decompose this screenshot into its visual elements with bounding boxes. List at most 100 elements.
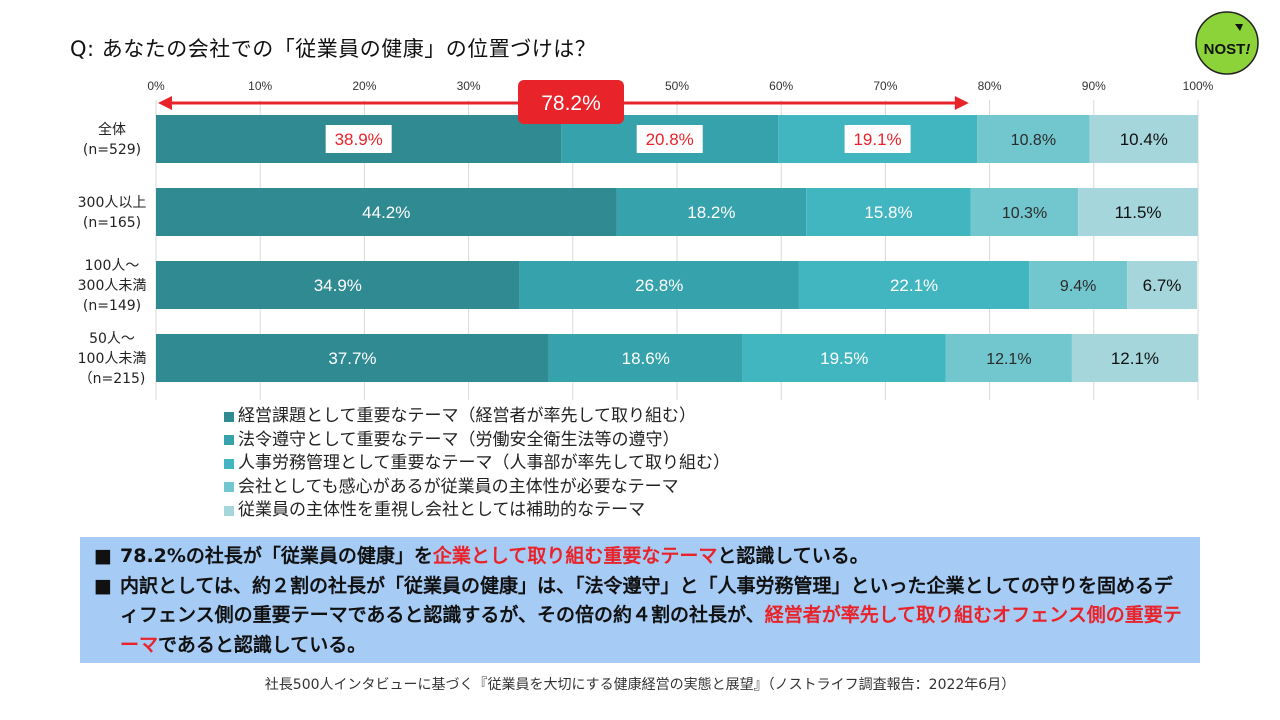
data-label: 11.5% [1115,203,1162,222]
legend-swatch [224,458,234,469]
bullet-mark: ■ [94,545,112,567]
highlighted-text: 企業として取り組む重要なテーマ [432,545,718,567]
category-label: （n=215) [79,371,146,387]
data-label: 37.7% [328,349,376,368]
summary-bullet: ■ 内訳としては、約２割の社長が「従業員の健康」は、「法令遵守」と「人事労務管理」… [94,572,1186,661]
data-label: 10.3% [1002,205,1047,222]
legend-label: 人事労務管理として重要なテーマ（人事部が率先して取り組む） [238,453,730,473]
x-tick-label: 50% [665,79,689,93]
source-footer: 社長500人インタビューに基づく『従業員を大切にする健康経営の実態と展望』（ノス… [264,677,1016,693]
data-label: 6.7% [1143,276,1182,295]
data-label: 26.8% [635,276,683,295]
data-label-box [844,125,911,153]
highlighted-text: 経営者が率先して取り組むオフェンス側の重要テーマ [120,604,1182,656]
data-label: 19.5% [820,349,868,368]
data-label: 19.1% [853,130,901,149]
data-label-box [325,125,392,153]
legend-swatch [224,482,234,493]
x-tick-label: 80% [978,79,1002,93]
legend-label: 経営課題として重要なテーマ（経営者が率先して取り組む） [238,406,696,426]
summary-text: 78.2%の社長が「従業員の健康」を [120,545,433,567]
summary-bullet: ■ 78.2%の社長が「従業員の健康」を企業として取り組む重要なテーマと認識してい… [94,542,1186,572]
x-tick-label: 30% [457,79,481,93]
bar-segment [1127,261,1197,309]
play-triangle-icon [1235,24,1243,31]
bar-segment [806,188,971,236]
summary-text: であると認識している。 [158,633,367,656]
bar-segment [1089,115,1198,163]
bar-segment [798,261,1030,309]
bar-segment [1071,334,1198,382]
bar-segment [616,188,807,236]
category-label: 100人未満 [78,351,147,367]
legend-label: 会社としても感心があるが従業員の主体性が必要なテーマ [238,476,679,497]
data-label: 20.8% [646,130,694,149]
legend-item: 人事労務管理として重要なテーマ（人事部が率先して取り組む） [224,452,730,476]
x-tick-label: 90% [1082,79,1106,93]
bar-segment [156,334,549,382]
x-tick-label: 100% [1183,79,1214,93]
category-label: 50人～ [89,331,135,347]
data-label: 18.6% [622,349,670,368]
category-label: (n=149) [83,298,141,314]
data-label: 10.4% [1120,130,1168,149]
bar-segment [548,334,743,382]
x-tick-label: 60% [769,79,793,93]
data-label: 38.9% [335,130,383,149]
legend-swatch [224,435,234,446]
x-tick-label: 20% [352,79,376,93]
legend-item: 会社としても感心があるが従業員の主体性が必要なテーマ [224,476,730,500]
chart-legend: 経営課題として重要なテーマ（経営者が率先して取り組む） 法令遵守として重要なテーマ… [224,405,730,523]
category-label: (n=529) [83,142,141,158]
data-label: 18.2% [687,203,735,222]
category-label: 100人～ [85,258,140,274]
data-label: 10.8% [1011,132,1056,149]
data-label: 22.1% [890,276,938,295]
legend-item: 従業員の主体性を重視し会社としては補助的なテーマ [224,499,730,523]
page-title: Q: あなたの会社での「従業員の健康」の位置づけは？ [70,37,597,61]
legend-label: 従業員の主体性を重視し会社としては補助的なテーマ [238,500,646,520]
legend-swatch [224,505,234,516]
category-label: 全体 [98,121,126,138]
bar-segment [1029,261,1128,309]
bar-segment [156,261,520,309]
stacked-bar-chart: 0%10%20%30%40%50%60%70%80%90%100%全体(n=52… [78,79,1214,400]
bar-segment [519,261,799,309]
legend-item: 法令遵守として重要なテーマ（労働安全衛生法等の遵守） [224,429,730,453]
data-label: 12.1% [1111,349,1159,368]
category-label: (n=165) [83,215,141,231]
summary-box: ■ 78.2%の社長が「従業員の健康」を企業として取り組む重要なテーマと認識してい… [80,537,1200,663]
bullet-text: 78.2%の社長が「従業員の健康」を企業として取り組む重要なテーマと認識している… [120,542,1186,572]
data-label-box [636,125,703,153]
legend-swatch [224,411,234,422]
bar-segment [1078,188,1198,236]
category-label: 300人未満 [78,278,147,294]
category-label: 300人以上 [78,195,147,211]
annotation-arrow-head-left [158,96,172,110]
data-label: 9.4% [1060,278,1096,295]
bar-segment [742,334,946,382]
legend-label: 法令遵守として重要なテーマ（労働安全衛生法等の遵守） [238,429,680,450]
data-label: 44.2% [362,203,410,222]
x-tick-label: 0% [147,79,165,93]
summary-text: 内訳としては、約２割の社長が「従業員の健康」は、「法令遵守」と「人事労務管理」と… [120,574,1173,627]
bullet-text: 内訳としては、約２割の社長が「従業員の健康」は、「法令遵守」と「人事労務管理」と… [120,572,1186,661]
bar-segment [945,334,1072,382]
annotation-arrow-head-right [954,96,969,110]
legend-item: 経営課題として重要なテーマ（経営者が率先して取り組む） [224,405,730,429]
svg-text:NOST!: NOST! [1204,41,1251,58]
nost-logo: NOST! [1194,10,1260,76]
bullet-mark: ■ [94,574,112,597]
bar-segment [970,188,1079,236]
bar-segment [156,188,617,236]
data-label: 12.1% [986,351,1031,368]
logo-text: NOST [1204,41,1246,58]
bar-segment [977,115,1090,163]
data-label: 15.8% [864,203,912,222]
summary-text: と認識している。 [717,545,869,567]
logo-bang: ! [1245,41,1250,58]
x-tick-label: 10% [248,79,272,93]
annotation-box [518,80,624,124]
data-label: 34.9% [314,276,362,295]
annotation-label: 78.2% [541,92,601,115]
